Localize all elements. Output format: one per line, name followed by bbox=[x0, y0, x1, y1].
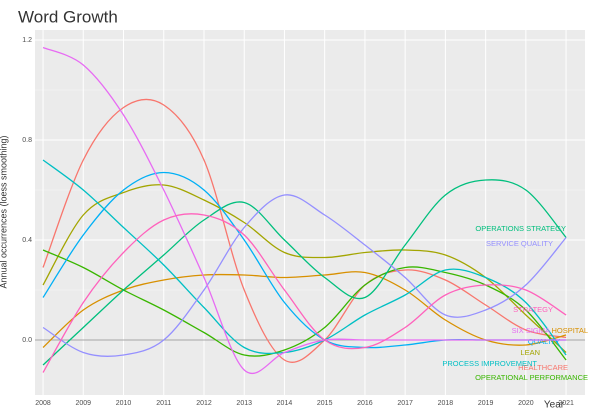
y-tick-label: 0.0 bbox=[22, 337, 32, 344]
series-line bbox=[42, 98, 567, 363]
plot-background bbox=[35, 30, 585, 395]
series-line bbox=[42, 46, 567, 374]
series-line bbox=[42, 213, 567, 373]
series-line bbox=[42, 159, 567, 356]
y-tick-label: 0.8 bbox=[22, 137, 32, 144]
x-tick-label: 2011 bbox=[156, 400, 171, 407]
series-label: SIX SIGMA bbox=[512, 326, 550, 335]
series-label: OPERATIONS STRATEGY bbox=[475, 224, 566, 233]
x-tick-label: 2013 bbox=[236, 400, 252, 407]
series-label: LEAN bbox=[520, 348, 540, 357]
x-tick-label: 2008 bbox=[35, 400, 51, 407]
series-label: OPERATIONAL PERFORMANCE bbox=[475, 373, 588, 382]
x-tick-label: 2021 bbox=[558, 400, 574, 407]
y-tick-label: 1.2 bbox=[22, 37, 32, 44]
series-label: HOSPITAL bbox=[551, 326, 588, 335]
series-line bbox=[42, 271, 567, 348]
chart-title: Word Growth bbox=[18, 7, 118, 26]
x-tick-label: 2014 bbox=[277, 400, 293, 407]
x-tick-label: 2010 bbox=[116, 400, 132, 407]
series-label: STRATEGY bbox=[513, 305, 553, 314]
y-axis-label: Annual occurrences (loess smoothing) bbox=[0, 135, 8, 288]
series-label: HEALTHCARE bbox=[518, 363, 568, 372]
x-tick-label: 2012 bbox=[196, 400, 212, 407]
x-axis-label: Year bbox=[544, 400, 565, 411]
series-label: PROCESS IMPROVEMENT bbox=[442, 359, 537, 368]
series-line bbox=[42, 184, 567, 353]
x-tick-label: 2019 bbox=[478, 400, 494, 407]
series-label: QUALITY bbox=[528, 337, 560, 346]
x-tick-label: 2015 bbox=[317, 400, 333, 407]
series-line bbox=[42, 179, 567, 366]
series-line bbox=[42, 194, 567, 357]
x-tick-label: 2018 bbox=[438, 400, 454, 407]
x-tick-label: 2020 bbox=[518, 400, 534, 407]
x-tick-label: 2017 bbox=[397, 400, 413, 407]
x-tick-label: 2009 bbox=[75, 400, 91, 407]
series-label: SERVICE QUALITY bbox=[486, 239, 553, 248]
x-tick-label: 2016 bbox=[357, 400, 373, 407]
y-tick-label: 0.4 bbox=[22, 237, 32, 244]
